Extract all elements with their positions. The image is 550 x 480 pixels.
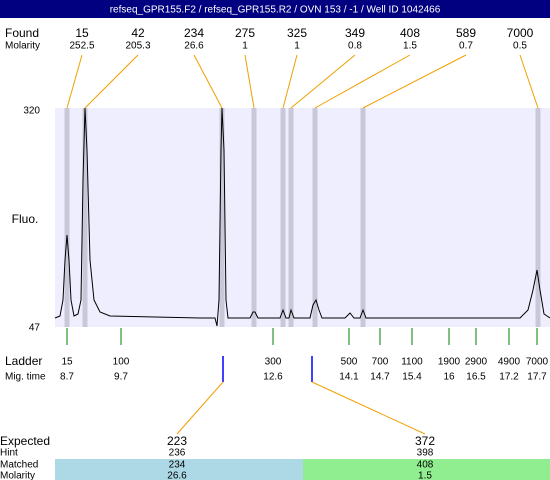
ladder-mig-time: 16: [443, 372, 455, 383]
peak-connector: [66, 54, 83, 109]
ladder-mig-time: 14.7: [370, 372, 390, 383]
peak-molarity: 1.5: [403, 41, 417, 52]
peak-molarity: 0.8: [348, 41, 362, 52]
peak-band: [312, 108, 318, 327]
peak-connector: [244, 54, 255, 109]
ladder-mig-time: 14.1: [339, 372, 359, 383]
ladder-mig-time: 17.2: [499, 372, 519, 383]
ladder-mig-time: 17.7: [527, 372, 547, 383]
peak-band: [288, 108, 294, 327]
mig-time-label: Mig. time: [5, 372, 46, 383]
expected-connector: [176, 381, 224, 435]
ladder-size: 700: [372, 357, 389, 368]
ladder-mig-time: 12.6: [263, 372, 283, 383]
peak-band: [251, 108, 257, 327]
peak-molarity: 1: [294, 41, 300, 52]
peak-size: 325: [287, 26, 307, 40]
expected-matched: 408: [417, 460, 434, 471]
expected-hint: 236: [169, 448, 186, 459]
ladder-size: 1100: [401, 357, 423, 368]
peak-molarity: 26.6: [184, 41, 204, 52]
peak-connector: [362, 54, 467, 109]
peak-connector: [519, 54, 539, 109]
ladder-size: 7000: [526, 357, 549, 368]
expected-label: Expected: [0, 434, 50, 448]
hint-label: Hint: [0, 448, 18, 459]
peak-molarity: 205.3: [125, 41, 150, 52]
peak-size: 349: [345, 26, 365, 40]
ladder-size: 15: [61, 357, 73, 368]
found-label: Found: [5, 26, 39, 40]
plot-area: [55, 108, 550, 327]
peak-band: [280, 108, 286, 327]
peak-molarity: 0.7: [459, 41, 473, 52]
peak-connector: [282, 54, 298, 109]
molarity-label: Molarity: [5, 41, 40, 52]
ladder-size: 100: [113, 357, 130, 368]
peak-size: 7000: [507, 26, 534, 40]
trace: [54, 107, 550, 327]
peak-size: 15: [75, 26, 89, 40]
ladder-mig-time: 16.5: [466, 372, 486, 383]
peak-size: 42: [131, 26, 145, 40]
peak-molarity: 1: [242, 41, 248, 52]
band-right: [303, 459, 550, 480]
peak-size: 275: [235, 26, 255, 40]
ladder-mig-time: 15.4: [402, 372, 422, 383]
expected-molarity: 26.6: [167, 471, 187, 480]
peak-molarity: 252.5: [69, 41, 94, 52]
expected-molarity-label: Molarity: [0, 471, 35, 480]
peak-molarity: 0.5: [513, 41, 527, 52]
expected-matched: 234: [169, 460, 186, 471]
ladder-label: Ladder: [5, 354, 42, 368]
peak-size: 589: [456, 26, 476, 40]
peak-band: [82, 108, 88, 327]
y-min-label: 47: [29, 323, 41, 334]
ladder-size: 1900: [438, 357, 461, 368]
ladder-mig-time: 9.7: [114, 372, 128, 383]
peak-connector: [193, 54, 223, 109]
peak-band: [360, 108, 366, 327]
title-bar: [0, 0, 550, 18]
band-left: [55, 459, 303, 480]
ladder-size: 300: [265, 357, 282, 368]
peak-connector: [84, 54, 139, 109]
peak-band: [219, 108, 225, 327]
peak-connector: [290, 54, 356, 109]
y-max-label: 320: [23, 106, 40, 117]
ladder-mig-time: 8.7: [60, 372, 74, 383]
title: refseq_GPR155.F2 / refseq_GPR155.R2 / OV…: [110, 5, 441, 16]
matched-label: Matched: [0, 460, 38, 471]
expected-hint: 398: [417, 448, 434, 459]
ladder-size: 4900: [498, 357, 521, 368]
peak-connector: [314, 54, 411, 109]
expected-size: 223: [167, 434, 187, 448]
peak-band: [64, 108, 70, 327]
expected-molarity: 1.5: [418, 471, 432, 480]
ladder-size: 2900: [465, 357, 488, 368]
peak-size: 408: [400, 26, 420, 40]
peak-band: [535, 108, 541, 327]
ladder-size: 500: [341, 357, 358, 368]
expected-size: 372: [415, 434, 435, 448]
expected-connector: [311, 381, 426, 435]
peak-size: 234: [184, 26, 204, 40]
y-axis-label: Fluo.: [12, 212, 39, 226]
